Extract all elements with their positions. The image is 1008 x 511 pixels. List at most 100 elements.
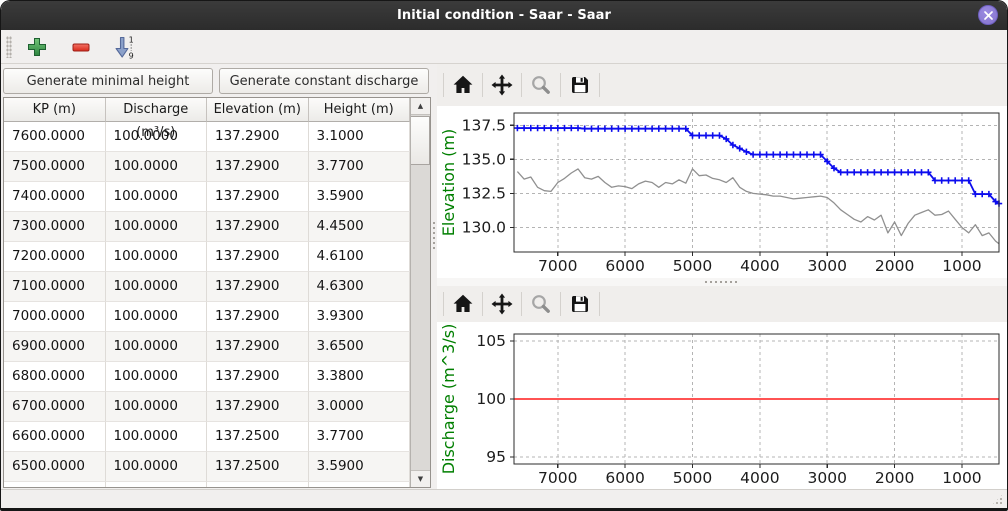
elevation-chart[interactable]: 7000 6000 5000 4000 3000 2000 1000 137.5 135.0 13… [437, 106, 1007, 278]
scroll-up-icon: ▲ [417, 102, 424, 110]
table-cell[interactable]: 100.0000 [105, 152, 207, 182]
table-cell[interactable]: 3.5900 [308, 182, 410, 212]
column-header[interactable]: Elevation (m) [207, 98, 309, 122]
scroll-up-button[interactable]: ▲ [411, 98, 430, 115]
table-row[interactable]: 6600.0000 100.0000 137.2500 3.7700 [4, 422, 410, 452]
table-row[interactable]: 7200.0000 100.0000 137.2900 4.6100 [4, 242, 410, 272]
table-row[interactable]: 7000.0000 100.0000 137.2900 3.9300 [4, 302, 410, 332]
table-cell[interactable]: 100.0000 [105, 182, 207, 212]
pan-button[interactable] [486, 290, 518, 318]
table-cell[interactable]: 137.2500 [207, 422, 309, 452]
toolbar-drag-handle[interactable] [6, 35, 12, 58]
discharge-chart[interactable]: 7000 6000 5000 4000 3000 2000 1000 105 100 95 Disc… [437, 322, 1007, 489]
table-cell[interactable]: 3.6500 [308, 332, 410, 362]
remove-row-button[interactable] [66, 33, 96, 61]
table-cell[interactable]: 100.0000 [105, 302, 207, 332]
table-cell[interactable]: 4.4500 [308, 212, 410, 242]
table-cell[interactable]: 3.5900 [308, 452, 410, 482]
table-cell[interactable]: 7500.0000 [4, 152, 106, 182]
table-cell[interactable]: 100.0000 [105, 362, 207, 392]
separator [443, 292, 444, 316]
table-cell[interactable]: 137.2900 [207, 302, 309, 332]
table-cell[interactable]: 4.6100 [308, 242, 410, 272]
table-scrollbar[interactable]: ▲ ▼ [410, 98, 430, 487]
generate-minimal-height-button[interactable]: Generate minimal height [3, 68, 213, 94]
table-cell[interactable]: 100.0000 [105, 272, 207, 302]
pan-button[interactable] [486, 71, 518, 99]
table-row[interactable]: 7100.0000 100.0000 137.2900 4.6300 [4, 272, 410, 302]
svg-text:6000: 6000 [605, 469, 644, 487]
generate-constant-discharge-button[interactable]: Generate constant discharge [219, 68, 429, 94]
table-cell[interactable]: 7000.0000 [4, 302, 106, 332]
table-row[interactable]: 6500.0000 100.0000 137.2500 3.5900 [4, 452, 410, 482]
table-row[interactable]: 7400.0000 100.0000 137.2900 3.5900 [4, 182, 410, 212]
table-row[interactable]: 7600.0000 100.0000 137.2900 3.1000 [4, 122, 410, 152]
table-cell[interactable]: 100.0000 [105, 452, 207, 482]
table-cell[interactable]: 6500.0000 [4, 452, 106, 482]
sort-numeric-icon: 1 9 [115, 35, 134, 60]
table-cell[interactable]: 137.2900 [207, 212, 309, 242]
minus-icon [72, 43, 90, 51]
table-cell[interactable]: 7200.0000 [4, 242, 106, 272]
scroll-down-button[interactable]: ▼ [411, 470, 430, 487]
svg-text:130.0: 130.0 [462, 218, 506, 236]
zoom-button[interactable] [525, 71, 557, 99]
table-cell[interactable]: 137.2900 [207, 242, 309, 272]
save-button[interactable] [564, 290, 596, 318]
table-row[interactable]: 7500.0000 100.0000 137.2900 3.7700 [4, 152, 410, 182]
chart-splitter[interactable] [437, 278, 1007, 286]
table-row[interactable]: 7300.0000 100.0000 137.2900 4.4500 [4, 212, 410, 242]
table-cell[interactable]: 100.0000 [105, 212, 207, 242]
table-cell[interactable]: 6700.0000 [4, 392, 106, 422]
table-cell[interactable]: 137.2900 [207, 182, 309, 212]
table-cell[interactable]: 3.0000 [308, 392, 410, 422]
table-cell[interactable]: 137.2900 [207, 272, 309, 302]
close-icon [983, 10, 993, 20]
table-cell[interactable]: 137.2900 [207, 332, 309, 362]
resize-grip[interactable] [991, 493, 1004, 506]
table-cell[interactable]: 100.0000 [105, 392, 207, 422]
column-header[interactable]: KP (m) [4, 98, 106, 122]
table-cell[interactable]: 3.1000 [308, 122, 410, 152]
table-cell[interactable]: 137.2900 [207, 122, 309, 152]
table-cell[interactable]: 137.2900 [207, 362, 309, 392]
column-header[interactable]: Discharge (m³/s) [105, 98, 207, 140]
table-cell[interactable]: 6900.0000 [4, 332, 106, 362]
table-cell[interactable]: 6800.0000 [4, 362, 106, 392]
add-row-button[interactable] [22, 33, 52, 61]
table-cell[interactable]: 100.0000 [105, 332, 207, 362]
table-row[interactable]: 6900.0000 100.0000 137.2900 3.6500 [4, 332, 410, 362]
table-cell[interactable]: 4.6300 [308, 272, 410, 302]
table-cell[interactable]: 100.0000 [105, 122, 207, 152]
svg-text:135.0: 135.0 [462, 150, 506, 168]
table-cell[interactable]: 137.2900 [207, 152, 309, 182]
elevation-chart-toolbar [437, 64, 1007, 106]
close-button[interactable] [978, 5, 998, 25]
home-button[interactable] [447, 71, 479, 99]
table-cell[interactable]: 3.3800 [308, 362, 410, 392]
svg-text:5000: 5000 [673, 469, 712, 487]
table-cell[interactable]: 3.9300 [308, 302, 410, 332]
table-cell[interactable]: 7600.0000 [4, 122, 106, 152]
save-button[interactable] [564, 71, 596, 99]
sort-rows-button[interactable]: 1 9 [110, 33, 140, 61]
table-cell[interactable]: 100.0000 [105, 422, 207, 452]
table-cell[interactable]: 3.7700 [308, 422, 410, 452]
table-cell[interactable]: 7100.0000 [4, 272, 106, 302]
table-cell[interactable]: 7300.0000 [4, 212, 106, 242]
table-row[interactable]: 6700.0000 100.0000 137.2900 3.0000 [4, 392, 410, 422]
home-button[interactable] [447, 290, 479, 318]
table-cell[interactable]: 7400.0000 [4, 182, 106, 212]
column-header[interactable]: Height (m) [308, 98, 410, 122]
table-cell[interactable]: 6600.0000 [4, 422, 106, 452]
titlebar[interactable]: Initial condition - Saar - Saar [1, 1, 1007, 30]
table-row[interactable]: 6800.0000 100.0000 137.2900 3.3800 [4, 362, 410, 392]
panel-splitter[interactable] [431, 64, 437, 489]
table-cell[interactable]: 137.2500 [207, 452, 309, 482]
scrollbar-thumb[interactable] [411, 116, 430, 165]
table-cell[interactable]: 100.0000 [105, 242, 207, 272]
table-cell[interactable]: 3.7700 [308, 152, 410, 182]
svg-text:Discharge (m^3/s): Discharge (m^3/s) [439, 324, 458, 475]
zoom-button[interactable] [525, 290, 557, 318]
table-cell[interactable]: 137.2900 [207, 392, 309, 422]
